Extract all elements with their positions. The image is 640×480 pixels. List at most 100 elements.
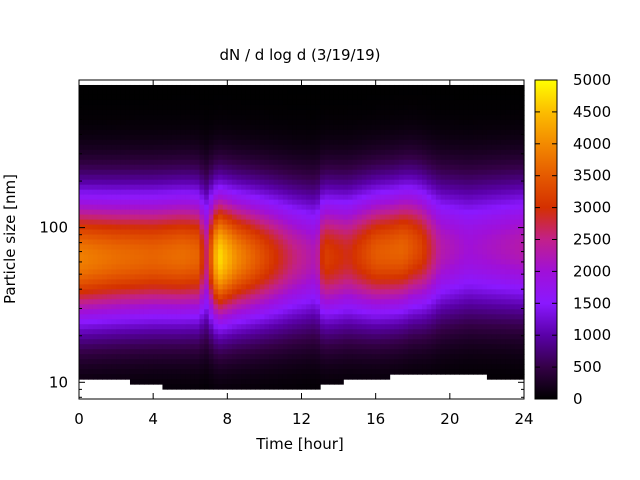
heatmap-cell [306, 189, 312, 196]
heatmap-cell [347, 84, 354, 91]
heatmap-cell [92, 164, 99, 171]
heatmap-cell [92, 369, 99, 375]
heatmap-cell [176, 314, 182, 320]
heatmap-cell [190, 299, 196, 305]
heatmap-cell [296, 224, 303, 231]
heatmap-cell [231, 174, 238, 181]
heatmap-cell [338, 89, 344, 96]
heatmap-cell [394, 104, 400, 111]
heatmap-cell [287, 374, 293, 380]
heatmap-cell [125, 219, 131, 226]
heatmap-cell [227, 144, 233, 151]
heatmap-cell [301, 139, 307, 146]
heatmap-cell [120, 359, 126, 365]
heatmap-cell [241, 219, 247, 226]
heatmap-cell [343, 269, 349, 275]
heatmap-cell [79, 369, 85, 375]
heatmap-cell [102, 349, 108, 355]
heatmap-cell [338, 289, 344, 295]
heatmap-cell [426, 179, 432, 186]
heatmap-cell [301, 189, 307, 196]
heatmap-cell [352, 289, 358, 295]
heatmap-cell [213, 274, 219, 280]
heatmap-cell [292, 239, 298, 246]
heatmap-cell [361, 359, 367, 365]
heatmap-cell [102, 319, 108, 325]
heatmap-cell [102, 284, 108, 290]
heatmap-cell [120, 299, 126, 305]
heatmap-cell [454, 124, 460, 131]
heatmap-cell [111, 259, 117, 266]
heatmap-cell [463, 129, 469, 136]
heatmap-cell [97, 199, 103, 206]
heatmap-cell [88, 329, 94, 335]
heatmap-cell [259, 104, 266, 111]
heatmap-cell [139, 274, 145, 280]
heatmap-cell [408, 154, 414, 161]
heatmap-cell [449, 334, 456, 340]
heatmap-cell [408, 189, 414, 196]
heatmap-cell [231, 119, 238, 126]
heatmap-cell [366, 199, 372, 206]
heatmap-cell [157, 149, 164, 156]
heatmap-cell [245, 329, 252, 335]
heatmap-cell [408, 139, 414, 146]
heatmap-cell [366, 174, 372, 181]
heatmap-cell [208, 179, 215, 186]
heatmap-cell [218, 199, 224, 206]
heatmap-cell [454, 199, 460, 206]
heatmap-cell [398, 209, 405, 216]
heatmap-cell [417, 139, 423, 146]
heatmap-cell [83, 224, 89, 231]
heatmap-cell [454, 284, 460, 290]
heatmap-cell [111, 134, 117, 141]
heatmap-cell [231, 329, 238, 335]
heatmap-cell [180, 319, 187, 325]
heatmap-cell [329, 309, 335, 315]
heatmap-cell [371, 269, 377, 275]
heatmap-cell [218, 169, 224, 176]
heatmap-cell [435, 89, 442, 96]
heatmap-cell [148, 189, 154, 196]
heatmap-cell [422, 109, 428, 116]
heatmap-cell [459, 359, 465, 365]
heatmap-cell [153, 274, 159, 280]
heatmap-cell [134, 289, 140, 295]
heatmap-cell [366, 114, 372, 121]
heatmap-cell [296, 264, 303, 270]
heatmap-cell [190, 99, 196, 106]
heatmap-cell [361, 334, 367, 340]
heatmap-cell [269, 234, 275, 241]
heatmap-cell [129, 324, 136, 330]
heatmap-cell [287, 199, 293, 206]
heatmap-cell [199, 254, 205, 261]
heatmap-cell [199, 354, 205, 360]
heatmap-cell [185, 334, 191, 340]
heatmap-cell [435, 319, 442, 325]
heatmap-cell [92, 199, 99, 206]
heatmap-cell [129, 244, 136, 251]
heatmap-cell [422, 249, 428, 256]
heatmap-cell [333, 334, 340, 340]
heatmap-cell [185, 104, 191, 111]
heatmap-cell [139, 149, 145, 156]
heatmap-cell [292, 334, 298, 340]
heatmap-cell [143, 364, 150, 370]
heatmap-cell [97, 339, 103, 345]
heatmap-cell [431, 249, 437, 256]
heatmap-cell [213, 299, 219, 305]
heatmap-cell [287, 124, 293, 131]
heatmap-cell [92, 239, 99, 246]
heatmap-cell [162, 104, 168, 111]
heatmap-cell [231, 204, 238, 211]
heatmap-cell [380, 259, 386, 266]
heatmap-cell [167, 204, 173, 211]
heatmap-cell [231, 309, 238, 315]
heatmap-cell [315, 184, 321, 191]
heatmap-cell [440, 134, 446, 141]
heatmap-cell [213, 179, 219, 186]
heatmap-cell [292, 274, 298, 280]
heatmap-cell [79, 109, 85, 116]
heatmap-cell [394, 354, 400, 360]
heatmap-cell [352, 109, 358, 116]
